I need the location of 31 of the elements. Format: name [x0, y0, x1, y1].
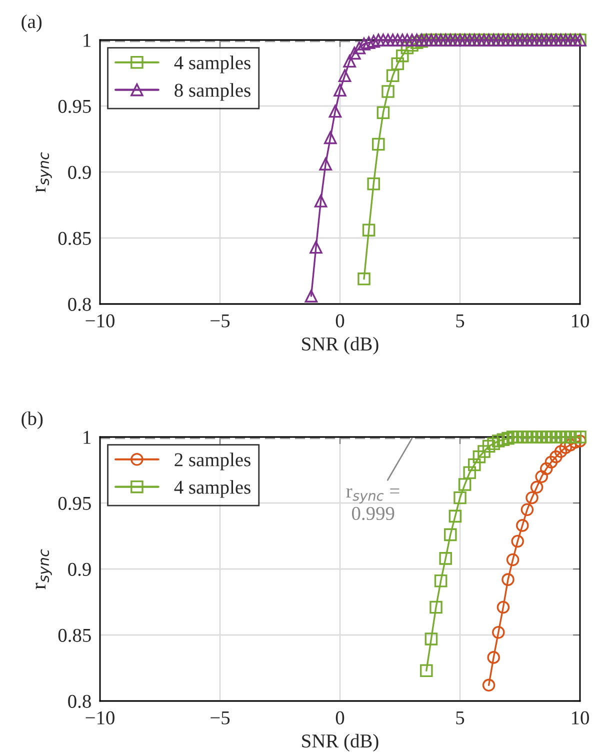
x-tick-label: 5: [456, 314, 464, 328]
y-tick-label: 0.85: [58, 232, 91, 246]
annotation: r$_{sync}$ = 0.999: [346, 488, 400, 520]
x-tick-label: −5: [210, 711, 230, 724]
legend-label: 2 samples: [174, 452, 250, 470]
legend-label: 8 samples: [174, 83, 250, 101]
x-axis-title: SNR (dB): [302, 336, 378, 355]
y-tick-label: 0.9: [68, 562, 91, 576]
y-tick-label: 1: [84, 430, 90, 444]
y-tick-label: 0.95: [58, 496, 91, 510]
x-tick-label: 10: [572, 711, 589, 724]
chart-title: (b): [22, 411, 43, 430]
y-tick-label: 0.95: [58, 100, 91, 114]
chart-title: (a): [22, 14, 42, 32]
y-tick-label: 0.85: [58, 628, 91, 642]
y-tick-label: 1: [84, 34, 90, 47]
x-tick-label: −10: [86, 314, 114, 328]
y-axis-title: r$_{sync}$: [36, 549, 52, 590]
x-tick-label: 10: [572, 314, 589, 328]
y-tick-label: 0.8: [68, 298, 91, 312]
x-tick-label: −10: [86, 711, 114, 724]
x-axis-title: SNR (dB): [302, 734, 378, 752]
y-tick-label: 0.9: [68, 166, 91, 180]
legend-label: 4 samples: [174, 56, 250, 74]
x-tick-label: 0: [336, 711, 344, 724]
x-tick-label: 5: [456, 711, 464, 724]
x-tick-label: 0: [336, 314, 344, 328]
y-axis-title: r$_{sync}$: [36, 152, 52, 192]
legend-label: 4 samples: [174, 480, 250, 498]
x-tick-label: −5: [210, 314, 230, 328]
y-tick-label: 0.8: [68, 694, 91, 708]
